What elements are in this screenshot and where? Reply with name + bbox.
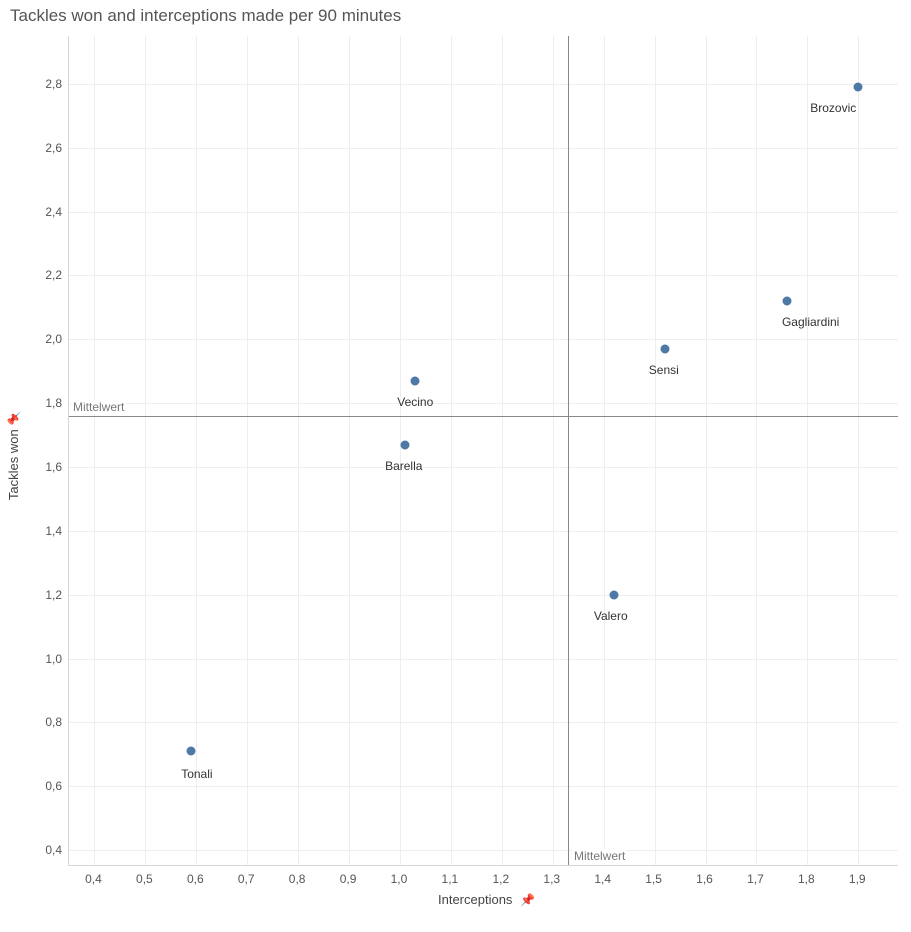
x-tick-label: 1,2	[492, 872, 509, 886]
x-axis-title: Interceptions 📌	[438, 892, 535, 907]
gridline-vertical	[247, 36, 248, 865]
data-point-label: Tonali	[181, 767, 212, 781]
y-axis-label-text: Tackles won	[6, 429, 21, 500]
y-tick-label: 1,2	[38, 588, 62, 602]
gridline-vertical	[604, 36, 605, 865]
mean-label-vertical: Mittelwert	[572, 849, 627, 863]
y-tick-label: 0,6	[38, 779, 62, 793]
x-tick-label: 1,1	[442, 872, 459, 886]
data-point[interactable]	[660, 344, 669, 353]
gridline-horizontal	[69, 84, 898, 85]
x-axis-label-text: Interceptions	[438, 892, 512, 907]
data-point-label: Brozovic	[810, 101, 856, 115]
gridline-vertical	[655, 36, 656, 865]
data-point-label: Gagliardini	[782, 315, 839, 329]
y-tick-label: 0,4	[38, 843, 62, 857]
x-tick-label: 1,6	[696, 872, 713, 886]
x-tick-label: 1,0	[391, 872, 408, 886]
x-tick-label: 0,8	[289, 872, 306, 886]
y-tick-label: 2,0	[38, 332, 62, 346]
gridline-vertical	[807, 36, 808, 865]
gridline-vertical	[298, 36, 299, 865]
mean-line-vertical	[568, 36, 569, 865]
y-tick-label: 2,8	[38, 77, 62, 91]
data-point-label: Vecino	[397, 395, 433, 409]
x-tick-label: 0,6	[187, 872, 204, 886]
x-tick-label: 1,5	[645, 872, 662, 886]
data-point-label: Sensi	[649, 363, 679, 377]
gridline-vertical	[400, 36, 401, 865]
data-point[interactable]	[401, 440, 410, 449]
gridline-horizontal	[69, 403, 898, 404]
scatter-chart: Tackles won and interceptions made per 9…	[0, 0, 911, 932]
x-tick-label: 1,7	[747, 872, 764, 886]
gridline-vertical	[858, 36, 859, 865]
gridline-vertical	[349, 36, 350, 865]
y-tick-label: 2,2	[38, 268, 62, 282]
gridline-vertical	[145, 36, 146, 865]
gridline-horizontal	[69, 595, 898, 596]
gridline-horizontal	[69, 722, 898, 723]
x-tick-label: 1,4	[594, 872, 611, 886]
y-tick-label: 1,4	[38, 524, 62, 538]
gridline-vertical	[196, 36, 197, 865]
data-point[interactable]	[854, 83, 863, 92]
x-tick-label: 0,5	[136, 872, 153, 886]
mean-label-horizontal: Mittelwert	[71, 400, 126, 414]
gridline-horizontal	[69, 531, 898, 532]
pin-icon: 📌	[520, 893, 535, 907]
y-tick-label: 1,6	[38, 460, 62, 474]
y-tick-label: 1,0	[38, 652, 62, 666]
gridline-horizontal	[69, 148, 898, 149]
x-tick-label: 0,9	[340, 872, 357, 886]
gridline-horizontal	[69, 467, 898, 468]
gridline-vertical	[502, 36, 503, 865]
gridline-vertical	[706, 36, 707, 865]
mean-line-horizontal	[69, 416, 898, 417]
x-tick-label: 0,4	[85, 872, 102, 886]
gridline-horizontal	[69, 275, 898, 276]
plot-area: Mittelwert Mittelwert Tonali Barella Vecino V…	[68, 36, 898, 866]
y-tick-label: 0,8	[38, 715, 62, 729]
gridline-horizontal	[69, 659, 898, 660]
y-tick-label: 2,6	[38, 141, 62, 155]
data-point[interactable]	[411, 376, 420, 385]
data-point-label: Valero	[594, 609, 628, 623]
chart-title: Tackles won and interceptions made per 9…	[10, 6, 401, 26]
gridline-vertical	[94, 36, 95, 865]
data-point[interactable]	[609, 590, 618, 599]
y-tick-label: 1,8	[38, 396, 62, 410]
gridline-vertical	[756, 36, 757, 865]
x-tick-label: 1,9	[849, 872, 866, 886]
gridline-vertical	[553, 36, 554, 865]
gridline-horizontal	[69, 339, 898, 340]
gridline-vertical	[451, 36, 452, 865]
y-tick-label: 2,4	[38, 205, 62, 219]
gridline-horizontal	[69, 850, 898, 851]
y-axis-title: Tackles won 📌	[6, 411, 21, 500]
data-point-label: Barella	[385, 459, 422, 473]
x-tick-label: 1,8	[798, 872, 815, 886]
pin-icon: 📌	[7, 411, 21, 426]
data-point[interactable]	[782, 296, 791, 305]
gridline-horizontal	[69, 786, 898, 787]
gridline-horizontal	[69, 212, 898, 213]
x-tick-label: 0,7	[238, 872, 255, 886]
x-tick-label: 1,3	[543, 872, 560, 886]
data-point[interactable]	[187, 747, 196, 756]
